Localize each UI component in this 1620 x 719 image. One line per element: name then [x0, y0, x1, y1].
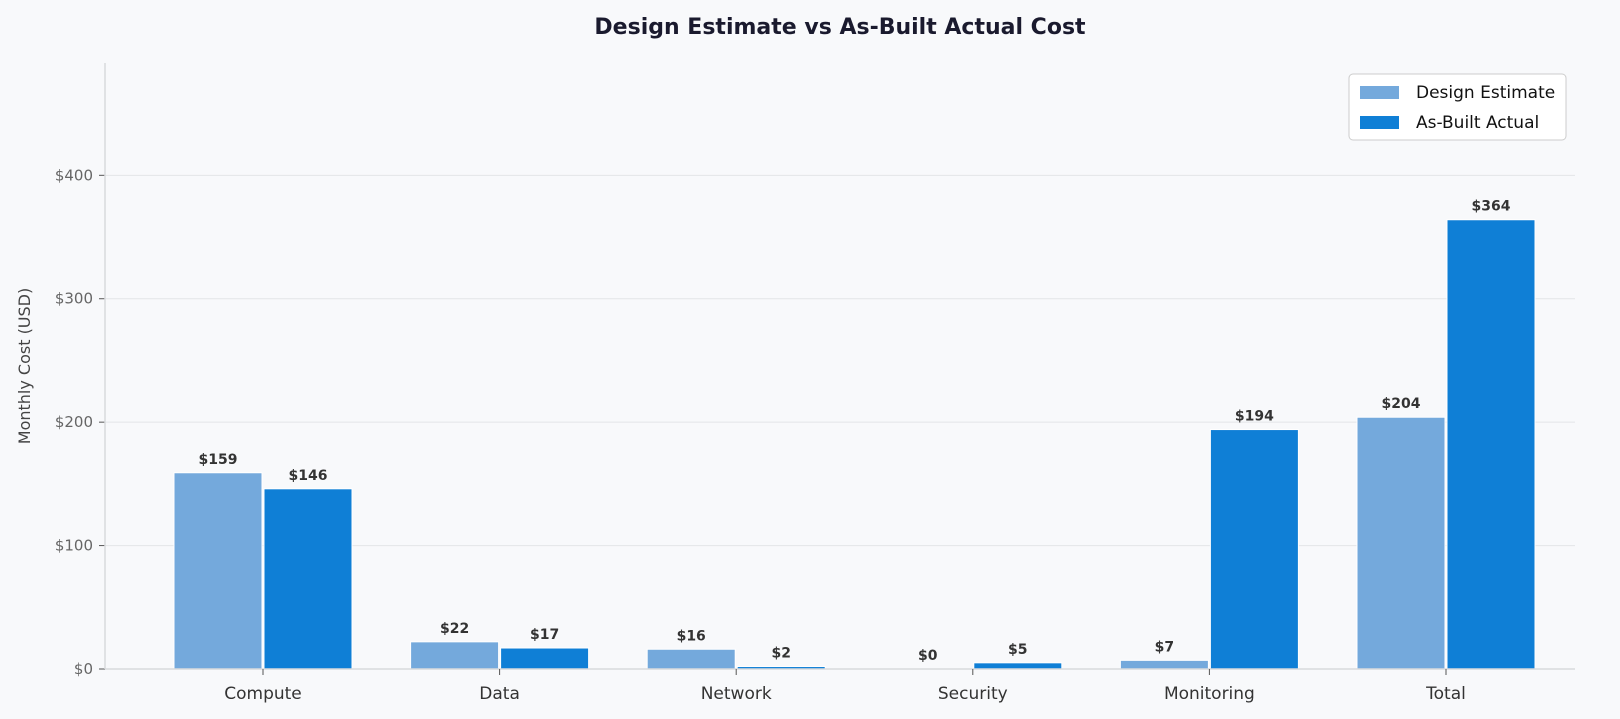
y-tick-label: $300 — [55, 290, 93, 308]
y-tick-label: $200 — [55, 413, 93, 431]
data-label: $16 — [677, 628, 706, 644]
data-label: $194 — [1235, 409, 1274, 425]
legend: Design Estimate As-Built Actual — [1348, 73, 1567, 141]
y-tick-label: $400 — [55, 166, 93, 184]
data-label: $159 — [199, 452, 238, 468]
x-tick-label: Total — [1425, 684, 1466, 704]
x-tick-label: Compute — [224, 684, 302, 704]
bar-design-estimate-data — [410, 641, 500, 670]
y-axis-label: Monthly Cost (USD) — [15, 288, 34, 444]
chart-title: Design Estimate vs As-Built Actual Cost — [594, 15, 1086, 40]
bar-design-estimate-network — [646, 648, 736, 670]
bar-design-estimate-total — [1356, 416, 1446, 670]
bar-as-built-actual-compute — [263, 488, 353, 670]
legend-label-design-estimate: Design Estimate — [1416, 83, 1555, 103]
bar-as-built-actual-total — [1446, 219, 1536, 670]
legend-swatch-design-estimate — [1360, 86, 1399, 99]
bar-as-built-actual-security — [973, 662, 1063, 670]
data-label: $204 — [1382, 396, 1421, 412]
data-label: $0 — [918, 648, 938, 664]
x-tick-label: Monitoring — [1164, 684, 1255, 704]
bar-design-estimate-monitoring — [1119, 659, 1209, 670]
data-label: $22 — [440, 621, 469, 637]
y-tick-label: $0 — [74, 660, 93, 678]
legend-label-as-built-actual: As-Built Actual — [1416, 113, 1539, 133]
x-tick-label: Network — [701, 684, 772, 704]
data-label: $146 — [289, 468, 328, 484]
data-label: $7 — [1155, 639, 1174, 655]
bar-design-estimate-compute — [173, 472, 263, 670]
bar-as-built-actual-monitoring — [1209, 429, 1299, 670]
legend-box — [1348, 73, 1567, 141]
data-label: $5 — [1008, 642, 1027, 658]
legend-swatch-as-built-actual — [1360, 116, 1399, 129]
x-tick-label: Security — [938, 684, 1008, 704]
data-label: $2 — [771, 646, 790, 662]
y-tick-label: $100 — [55, 537, 93, 555]
data-label: $17 — [530, 627, 559, 643]
bar-as-built-actual-data — [500, 647, 590, 670]
x-tick-label: Data — [479, 684, 520, 704]
data-label: $364 — [1472, 199, 1511, 215]
